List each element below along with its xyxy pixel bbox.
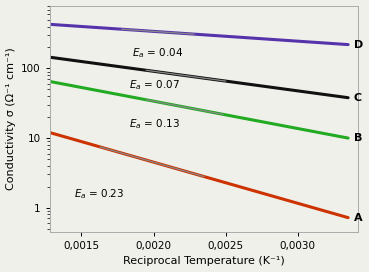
Text: A: A [354, 213, 362, 223]
Text: B: B [354, 133, 362, 143]
Text: C: C [354, 93, 362, 103]
Y-axis label: Conductivity σ (Ω⁻¹ cm⁻¹): Conductivity σ (Ω⁻¹ cm⁻¹) [6, 47, 15, 190]
Text: $E_a$ = 0.07: $E_a$ = 0.07 [129, 78, 180, 92]
Text: D: D [354, 40, 363, 50]
Text: $E_a$ = 0.23: $E_a$ = 0.23 [74, 188, 124, 201]
Text: $E_a$ = 0.13: $E_a$ = 0.13 [129, 117, 180, 131]
Text: $E_a$ = 0.04: $E_a$ = 0.04 [132, 47, 183, 60]
X-axis label: Reciprocal Temperature (K⁻¹): Reciprocal Temperature (K⁻¹) [123, 256, 285, 267]
